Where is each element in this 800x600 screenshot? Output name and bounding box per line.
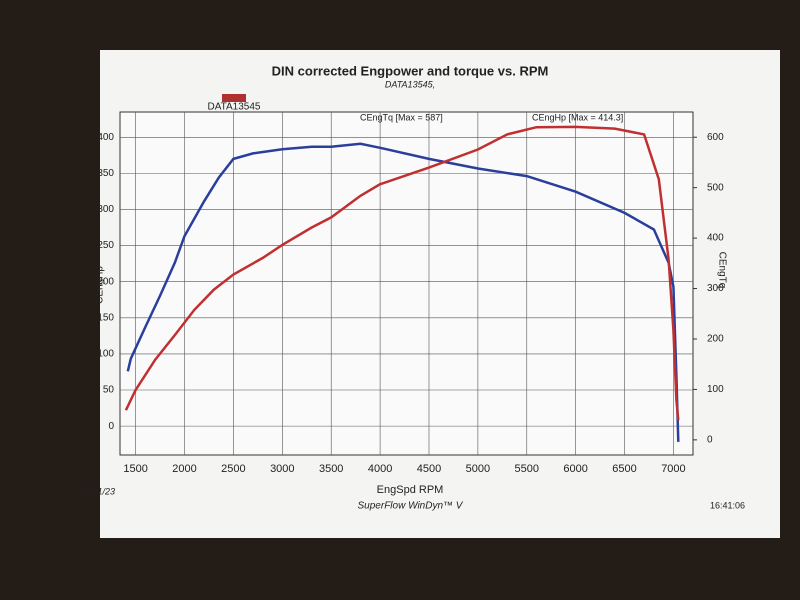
series-line	[124, 125, 680, 421]
y2-tick-label: 0	[707, 435, 713, 446]
annotation: CEngHp [Max = 414.3]	[532, 112, 623, 122]
x-tick-label: 5500	[515, 463, 539, 475]
x-tick-label: 2500	[221, 463, 245, 475]
x-tick-label: 6000	[563, 463, 587, 475]
legend-label: DATA13545	[208, 102, 261, 113]
date: 10/31/23	[80, 486, 115, 496]
y-axis-label: CEngHp	[95, 266, 106, 304]
y2-tick-label: 500	[707, 182, 724, 193]
y2-tick-label: 600	[707, 132, 724, 143]
plot-area	[119, 111, 694, 456]
y2-axis-label: CEngTq	[716, 252, 727, 289]
y2-tick-label: 400	[707, 233, 724, 244]
x-tick-label: 2000	[172, 463, 196, 475]
y-tick-label: 150	[97, 312, 114, 323]
x-tick-label: 4500	[417, 463, 441, 475]
x-tick-label: 1500	[123, 463, 147, 475]
annotation: CEngTq [Max = 587]	[360, 112, 443, 122]
y2-tick-label: 200	[707, 334, 724, 345]
footer: SuperFlow WinDyn™ V	[358, 501, 464, 512]
legend-swatch	[222, 94, 246, 102]
chart-title: DIN corrected Engpower and torque vs. RP…	[272, 63, 549, 78]
x-tick-label: 5000	[466, 463, 490, 475]
y-tick-label: 250	[97, 240, 114, 251]
x-tick-label: 4000	[368, 463, 392, 475]
y-tick-label: 350	[97, 168, 114, 179]
x-axis-label: EngSpd RPM	[377, 484, 444, 496]
x-tick-label: 7000	[661, 463, 685, 475]
subtitle: DATA13545,	[385, 79, 435, 89]
y-tick-label: 0	[108, 421, 114, 432]
time: 16:41:06	[710, 500, 745, 510]
y-tick-label: 300	[97, 204, 114, 215]
x-tick-label: 3500	[319, 463, 343, 475]
y2-tick-label: 100	[707, 384, 724, 395]
x-tick-label: 6500	[612, 463, 636, 475]
y-tick-label: 100	[97, 349, 114, 360]
y-tick-label: 50	[103, 385, 115, 396]
y2-tick-label: 300	[707, 283, 724, 294]
series-line	[126, 142, 680, 442]
y-tick-label: 200	[97, 276, 114, 287]
y-tick-label: 400	[97, 132, 114, 143]
x-tick-label: 3000	[270, 463, 294, 475]
